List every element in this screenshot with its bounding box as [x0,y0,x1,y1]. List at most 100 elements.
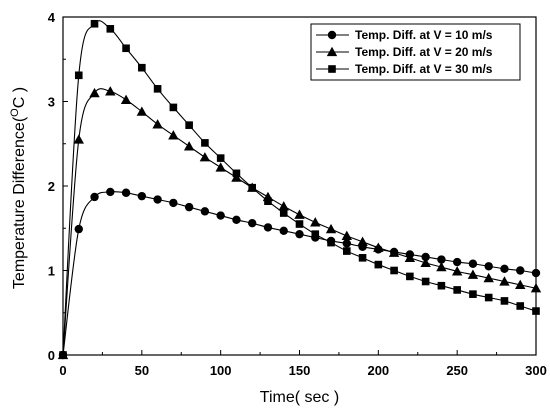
data-point-triangle [357,236,368,246]
y-axis-label-text: Temperature Difference(OC ) [9,87,28,289]
legend-marker-triangle [326,46,338,57]
data-point-triangle [436,261,447,272]
x-tick-label: 150 [289,363,311,378]
data-point-triangle [183,141,195,151]
data-point-triangle [168,130,179,140]
data-point-square [500,297,509,305]
data-point-triangle [310,217,321,227]
data-point-circle [248,218,257,228]
legend: Temp. Diff. at V = 10 m/s Temp. Diff. at … [310,23,521,81]
data-point-square [406,272,414,281]
data-point-triangle [373,242,384,252]
data-point-triangle [199,152,211,162]
data-point-circle [74,224,83,234]
data-point-circle [531,268,541,278]
data-point-circle [232,215,241,224]
y-tick-label: 3 [48,95,55,110]
data-point-triangle [467,269,479,279]
legend-label: Temp. Diff. at V = 10 m/s [355,28,493,42]
series-markers [57,19,542,360]
axis-ticks: 0 50 100 150 200 250 300 0 1 2 3 4 [48,10,547,378]
data-point-square [279,209,288,217]
data-point-triangle [152,119,163,129]
data-point-square [343,247,351,255]
data-point-square [484,293,493,302]
data-point-square [138,63,146,72]
y-tick-label: 1 [48,264,55,279]
y-tick-label: 4 [48,10,56,25]
y-tick-label: 0 [48,348,55,363]
data-point-triangle [325,223,337,234]
data-point-square [469,290,477,298]
data-point-square [327,238,335,247]
data-point-square [421,277,430,286]
data-point-square [169,103,178,112]
data-point-triangle [89,87,100,98]
data-point-triangle [341,230,352,241]
data-point-circle [169,198,178,208]
legend-marker-square [328,65,336,73]
data-point-square [311,230,320,238]
data-point-triangle [515,279,526,290]
data-point-circle [263,223,273,232]
data-point-triangle [120,94,132,104]
data-point-triangle [499,276,510,286]
data-point-circle [279,226,288,235]
y-axis-label: Temperature Difference(OC ) [9,87,28,289]
data-point-square [374,260,383,269]
data-point-circle [516,266,525,275]
data-point-circle [137,191,147,201]
data-point-circle [121,188,131,197]
y-label-main: Temperature Difference( [11,116,28,289]
data-point-square [532,307,540,315]
data-point-circle [484,262,493,271]
x-tick-label: 50 [135,363,149,378]
legend-marker-circle [327,30,337,40]
data-point-square [295,220,304,228]
data-point-circle [106,187,115,197]
data-point-circle [468,259,478,268]
data-point-circle [153,195,162,204]
x-tick-label: 200 [367,363,389,378]
data-point-circle [184,202,194,212]
data-point-triangle [294,209,305,219]
x-tick-label: 0 [59,363,66,378]
data-point-circle [437,255,446,264]
data-point-square [106,25,115,33]
data-point-triangle [73,134,84,144]
data-point-square [390,266,398,275]
data-point-square [216,154,225,162]
data-point-triangle [278,201,289,211]
data-point-square [437,281,446,290]
x-tick-label: 250 [446,363,468,378]
data-point-triangle [483,272,494,283]
data-point-square [453,286,461,294]
data-point-square [90,19,99,28]
data-point-square [201,139,209,147]
data-point-square [185,121,193,129]
data-point-triangle [451,266,463,276]
data-point-square [248,183,256,192]
y-tick-label: 2 [48,179,55,194]
data-point-circle [295,229,304,239]
data-point-circle [452,257,462,267]
data-point-circle [500,264,509,274]
data-point-triangle [420,257,431,268]
data-point-triangle [215,162,226,172]
data-point-triangle [404,252,416,262]
data-point-circle [342,239,351,248]
data-point-circle [216,211,225,220]
data-point-square [516,302,525,310]
data-point-circle [200,207,210,216]
data-point-circle [90,192,99,202]
data-point-square [122,44,130,53]
y-label-degree: O [9,108,21,117]
data-point-triangle [388,247,400,257]
x-tick-label: 300 [525,363,547,378]
data-point-square [264,197,272,206]
data-point-square [232,169,241,178]
x-axis-label: Time( sec ) [260,389,339,406]
legend-label: Temp. Diff. at V = 20 m/s [355,45,493,59]
data-point-triangle [105,86,116,96]
